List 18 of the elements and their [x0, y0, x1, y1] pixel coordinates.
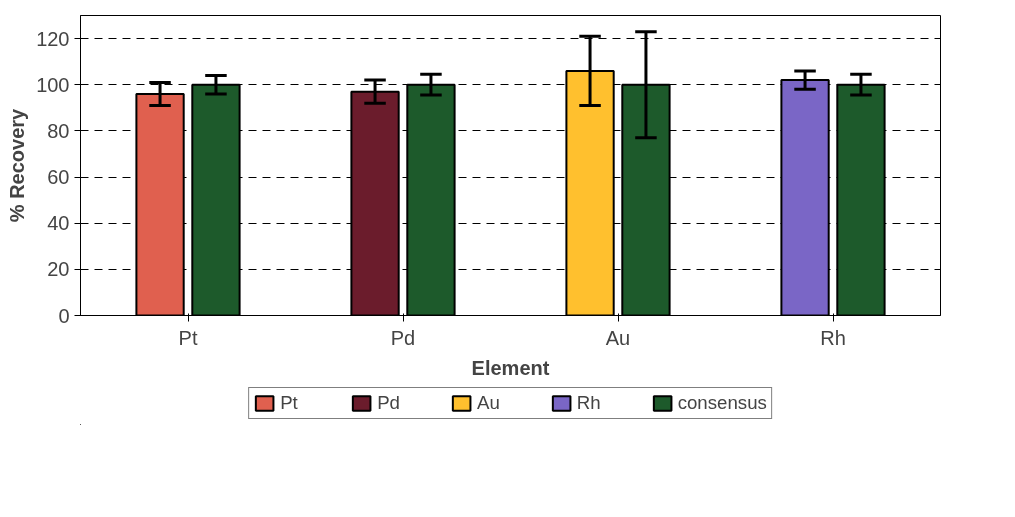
y-tick-label: 0: [58, 304, 70, 327]
x-tick-label: Pt: [178, 326, 198, 349]
y-tick-label: 100: [36, 73, 70, 96]
y-tick-label: 60: [47, 166, 70, 189]
legend-label: Au: [476, 392, 500, 414]
x-tick-label: Au: [605, 326, 631, 349]
legend-label: Rh: [576, 392, 601, 414]
y-tick-label: 80: [47, 119, 70, 142]
x-tick-label: Rh: [820, 326, 846, 349]
x-axis-title: Element: [471, 356, 550, 379]
y-tick-label: 40: [47, 212, 70, 235]
x-tick-label: Pd: [390, 326, 416, 349]
y-tick-label: 20: [47, 258, 70, 281]
legend-label: Pd: [377, 392, 400, 414]
legend-label: consensus: [677, 392, 767, 414]
y-tick-label: 120: [36, 27, 70, 50]
legend-label: Pt: [280, 392, 299, 414]
y-axis-title: % Recovery: [6, 107, 29, 223]
